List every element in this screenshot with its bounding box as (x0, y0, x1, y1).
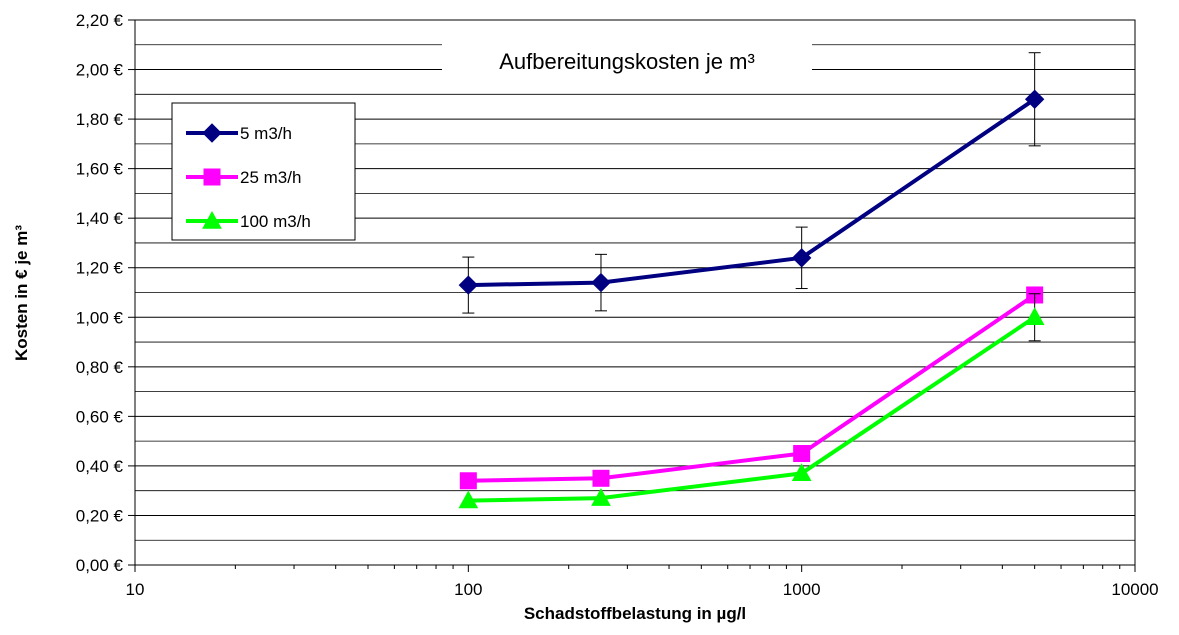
legend-items: 5 m3/h 25 m3/h 100 m3/h (186, 123, 311, 231)
data-point (791, 463, 812, 482)
x-tick-label: 10 (126, 580, 145, 599)
data-point (1024, 307, 1045, 325)
chart-title: Aufbereitungskosten je m³ (499, 49, 755, 74)
y-tick-label: 2,00 € (76, 61, 124, 80)
y-tick-label: 0,00 € (76, 556, 124, 575)
legend-label: 25 m3/h (240, 168, 301, 187)
y-tick-label: 1,60 € (76, 160, 124, 179)
chart-title-box (442, 40, 812, 78)
y-tick-label: 0,80 € (76, 358, 124, 377)
series-1 (459, 286, 1044, 490)
x-axis-label: Schadstoffbelastung in µg/l (524, 604, 746, 623)
data-point (793, 445, 811, 463)
data-point (591, 488, 611, 506)
legend-box (171, 102, 356, 241)
y-tick-label: 1,40 € (76, 209, 124, 228)
series-line (468, 97, 1036, 288)
y-axis-ticks: 0,00 € 0,20 € 0,40 € 0,60 € 0,80 € 1,00 € 1,20… (76, 11, 135, 575)
legend-marker (202, 123, 222, 143)
data-point (1024, 89, 1045, 109)
legend-marker (203, 168, 221, 186)
y-tick-label: 0,20 € (76, 506, 124, 525)
data-point (592, 469, 610, 487)
legend-marker (202, 210, 222, 229)
y-tick-label: 0,60 € (76, 407, 124, 426)
y-tick-label: 2,20 € (76, 11, 124, 30)
legend-item: 100 m3/h (186, 210, 311, 231)
legend-label: 100 m3/h (240, 212, 311, 231)
y-tick-label: 1,00 € (76, 308, 124, 327)
data-point (458, 275, 479, 295)
data-point (591, 272, 611, 293)
y-tick-label: 1,20 € (76, 259, 124, 278)
x-tick-label: 10000 (1111, 580, 1158, 599)
legend-item: 25 m3/h (186, 168, 301, 187)
data-point (459, 472, 477, 490)
series-0 (458, 52, 1045, 314)
series-line (468, 315, 1036, 503)
data-point (791, 248, 812, 268)
y-axis-label: Kosten in € je m³ (12, 225, 31, 361)
data-point (458, 490, 479, 509)
series-2 (458, 293, 1045, 509)
y-tick-label: 0,40 € (76, 457, 124, 476)
y-tick-label: 1,80 € (76, 110, 124, 129)
series-line (468, 293, 1036, 483)
x-tick-label: 100 (454, 580, 482, 599)
x-tick-label: 1000 (783, 580, 821, 599)
x-axis-ticks: 10 100 1000 10000 (126, 565, 1159, 599)
legend-item: 5 m3/h (186, 123, 292, 143)
legend-label: 5 m3/h (240, 124, 292, 143)
legend: 5 m3/h 25 m3/h 100 m3/h (171, 102, 356, 241)
series-layer (458, 52, 1045, 509)
